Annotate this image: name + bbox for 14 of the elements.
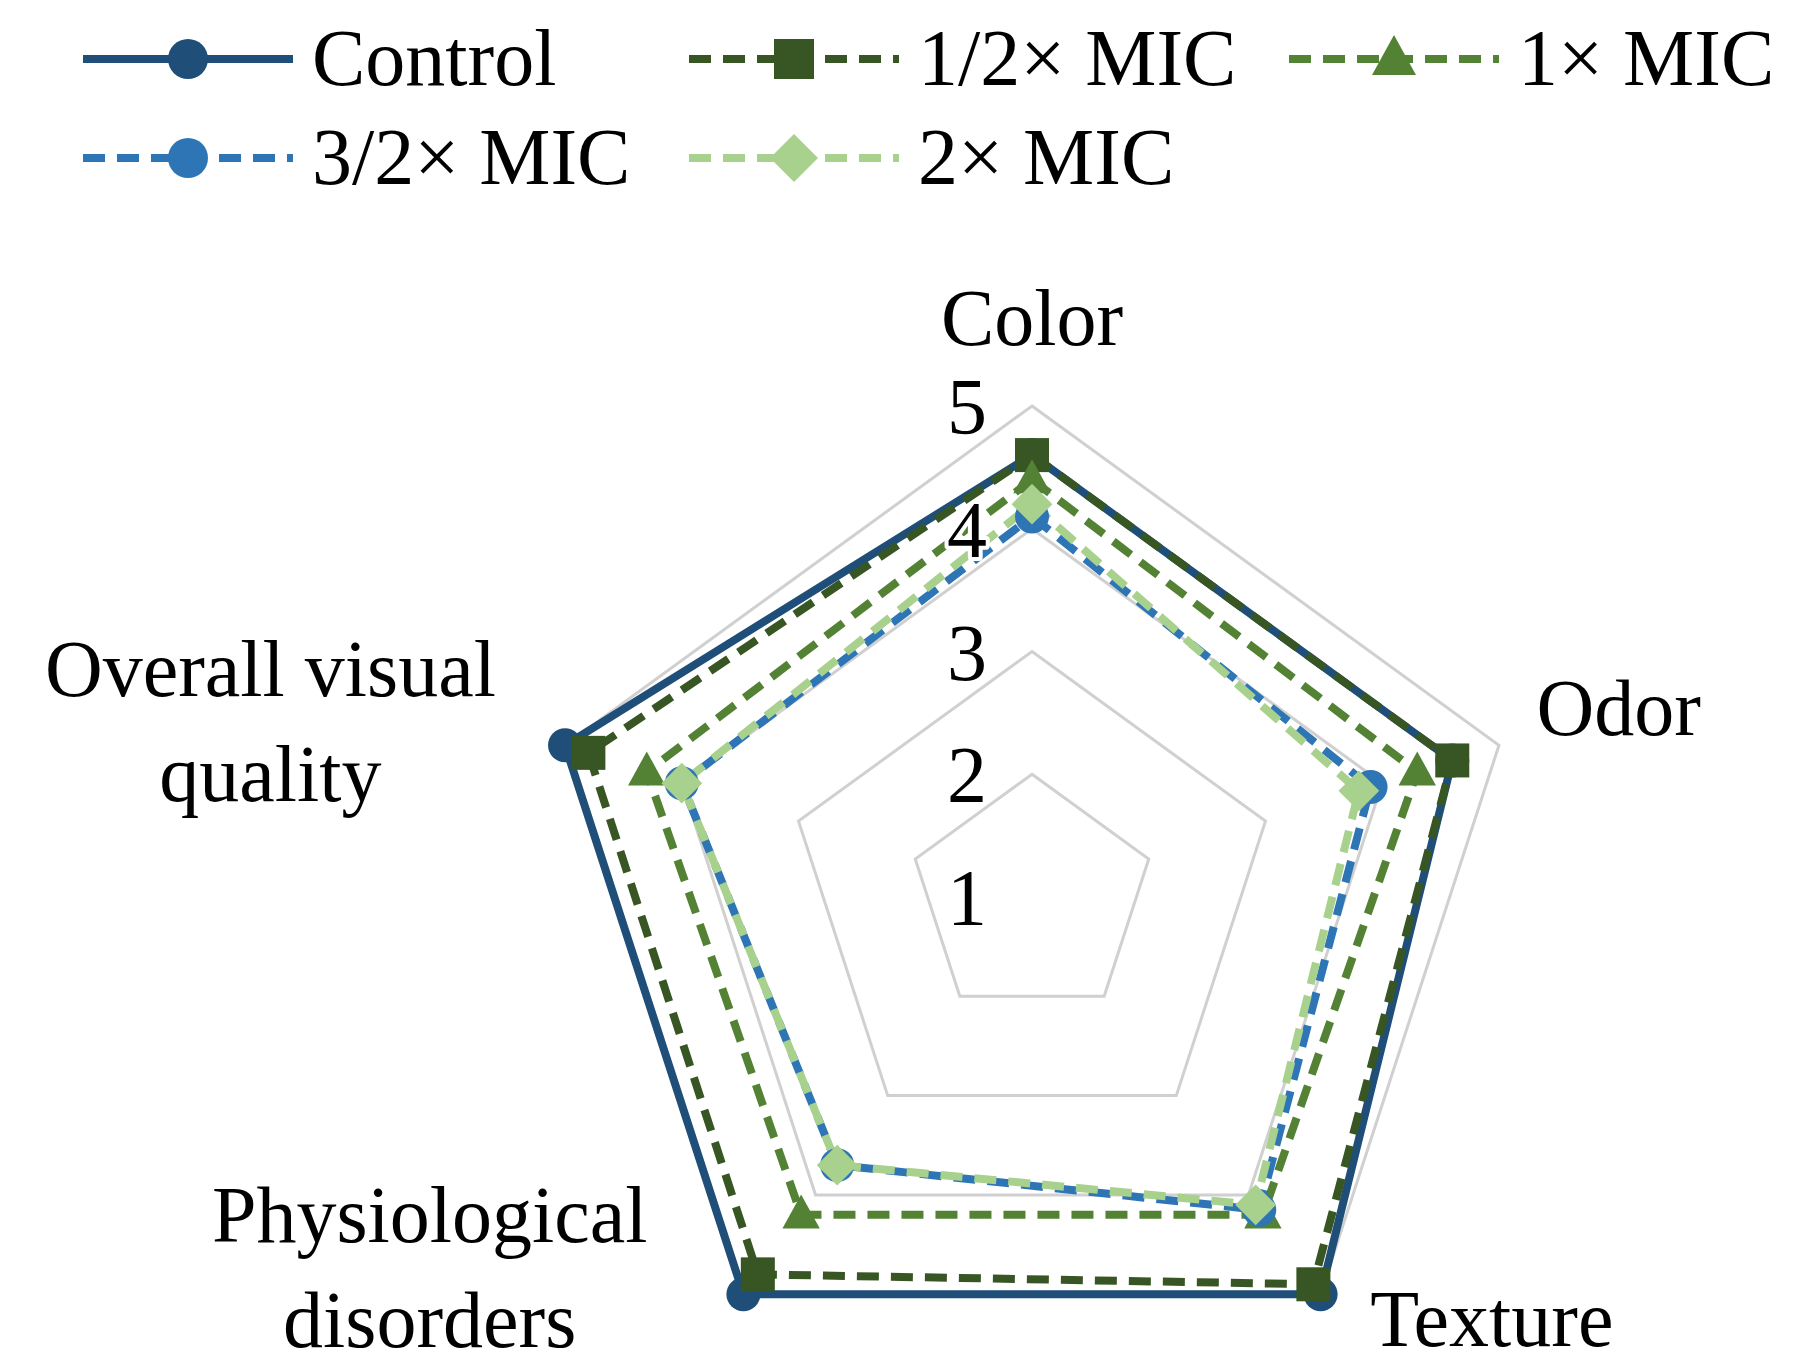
- spoke-label: Overall visual quality: [44, 624, 496, 818]
- legend-label: 3/2× MIC: [312, 112, 631, 203]
- spoke-label: Texture: [1370, 1274, 1614, 1363]
- spoke-label: Odor: [1536, 663, 1701, 752]
- y-tick-label: 2: [947, 731, 987, 820]
- legend-label: 2× MIC: [918, 112, 1175, 203]
- y-tick-label: 1: [947, 854, 987, 942]
- y-tick-label: 3: [947, 608, 987, 697]
- legend-label: Control: [312, 13, 557, 104]
- legend-label: 1/2× MIC: [918, 13, 1237, 104]
- spoke-label: Color: [940, 274, 1124, 362]
- spoke-label: Physiological disorders: [211, 1170, 648, 1364]
- legend-label: 1× MIC: [1518, 13, 1775, 104]
- y-tick-label: 5: [947, 363, 987, 451]
